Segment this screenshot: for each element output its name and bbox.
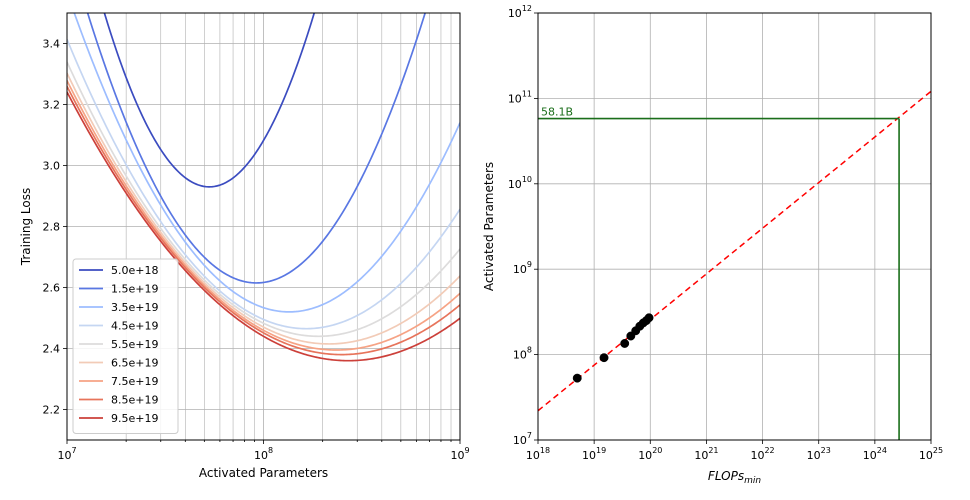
right-y-tick-label: 109 (513, 260, 532, 276)
right-content: 58.1B (537, 90, 932, 440)
legend-entry-label: 5.0e+18 (111, 264, 158, 277)
left-y-tick-label: 2.8 (43, 221, 61, 234)
right-y-tick-label: 1010 (508, 175, 532, 191)
left-x-tick-label: 107 (57, 446, 76, 462)
legend-entry-label: 7.5e+19 (111, 375, 158, 388)
loss-vs-params-chart: 107 108 109 2.2 2.4 2.6 2.8 3.0 3.2 3.4 5.0e+18 1.… (19, 12, 470, 480)
right-x-tick-label: 1022 (750, 446, 774, 462)
target-label: 58.1B (541, 106, 573, 119)
left-grid (66, 13, 461, 440)
right-plot-frame (537, 12, 932, 441)
left-y-tick-label: 2.6 (43, 282, 61, 295)
scatter-point (599, 353, 609, 363)
right-x-tick-label: 1021 (694, 446, 718, 462)
loss-curve (67, 91, 460, 362)
left-y-axis-label: Training Loss (19, 188, 33, 266)
right-x-tick-label: 1024 (863, 446, 887, 462)
legend-entry-label: 9.5e+19 (111, 412, 158, 425)
legend-entry-label: 8.5e+19 (111, 394, 158, 407)
left-y-tick-label: 3.0 (43, 160, 61, 173)
scatter-point (572, 373, 582, 383)
right-x-tick-label: 1018 (526, 446, 550, 462)
loss-curve (73, 13, 460, 313)
left-y-tick-label: 2.4 (43, 343, 61, 356)
params-vs-flops-chart: 58.1B 1018 1019 1020 1021 1022 1023 1024 102510… (482, 4, 943, 486)
left-legend: 5.0e+18 1.5e+19 3.5e+19 4.5e+19 5.5e+19 6.5e+… (72, 258, 179, 434)
left-y-tick-label: 2.2 (43, 404, 61, 417)
legend-entry-label: 5.5e+19 (111, 338, 158, 351)
left-ticks: 107 108 109 2.2 2.4 2.6 2.8 3.0 3.2 3.4 (43, 38, 470, 463)
right-x-tick-label: 1023 (807, 446, 831, 462)
right-ticks: 1018 1019 1020 1021 1022 1023 1024 1025 107 108 10… (508, 4, 943, 462)
scatter-point (644, 313, 654, 323)
loss-curve (86, 13, 427, 284)
loss-curve (67, 80, 460, 351)
right-x-tick-label: 1025 (919, 446, 943, 462)
right-y-tick-label: 1011 (508, 89, 532, 105)
right-x-tick-label: 1020 (638, 446, 662, 462)
left-x-axis-label: Activated Parameters (199, 466, 328, 480)
legend-entry-label: 4.5e+19 (111, 320, 158, 333)
legend-entry-label: 6.5e+19 (111, 357, 158, 370)
legend-entry-label: 1.5e+19 (111, 283, 158, 296)
loss-curve (103, 13, 316, 188)
left-y-tick-label: 3.2 (43, 99, 61, 112)
legend-box (72, 258, 179, 434)
loss-curve (67, 61, 460, 338)
left-y-tick-label: 3.4 (43, 38, 61, 51)
right-y-tick-label: 107 (513, 431, 532, 447)
right-y-axis-label: Activated Parameters (482, 162, 496, 291)
legend-entry-label: 3.5e+19 (111, 301, 158, 314)
loss-curve (67, 85, 460, 356)
right-x-tick-label: 1019 (582, 446, 606, 462)
left-curves (67, 13, 460, 362)
loss-curve (67, 39, 460, 330)
right-x-axis-label: FLOPsmin (708, 469, 761, 486)
left-x-tick-label: 109 (450, 446, 469, 462)
left-x-tick-label: 108 (254, 446, 273, 462)
right-y-tick-label: 1012 (508, 4, 532, 20)
right-y-tick-label: 108 (513, 346, 532, 362)
loss-curve (67, 72, 460, 345)
right-x-axis-label-subscript: min (744, 476, 761, 486)
scatter-point (620, 339, 630, 348)
